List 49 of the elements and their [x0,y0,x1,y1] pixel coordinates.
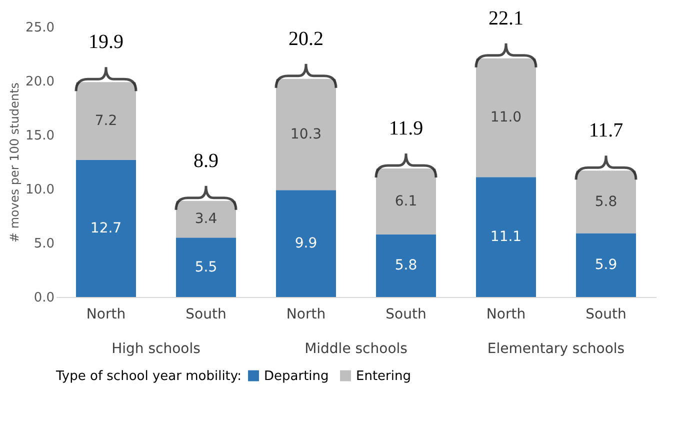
bar [176,238,236,297]
y-tick-label: 10.0 [26,182,54,198]
total-label: 11.7 [588,120,624,142]
y-tick-label: 25.0 [26,20,54,36]
x-tick-label: North [486,306,526,322]
bar [276,78,336,190]
bar [476,177,536,297]
legend-title: Type of school year mobility: [55,369,242,384]
bar [76,82,136,160]
bar [476,58,536,178]
x-tick-label: North [86,306,126,322]
y-tick-label: 0.0 [34,290,54,306]
data-label: 5.9 [594,257,618,274]
text: High schools [112,341,200,357]
legend-label: Entering [356,368,411,384]
text: Elementary schools [487,341,625,357]
total-label: 20.2 [288,28,324,50]
x-tick-label: South [586,306,626,322]
total-label: 19.9 [88,31,124,54]
x-tick-label: South [186,306,226,322]
bar [376,234,436,297]
total-label: 8.9 [194,150,218,172]
data-label: 3.4 [194,211,218,228]
y-tick-label: 5.0 [34,236,54,252]
text: Middle schools [304,341,408,357]
data-label: 12.7 [90,220,122,236]
x-tick-label: South [386,306,426,322]
bar [76,160,136,297]
bar [376,168,436,234]
data-label: 11.1 [490,229,522,246]
y-tick-label: 20.0 [26,74,54,90]
bar [276,190,336,297]
data-label: 9.9 [294,236,318,252]
data-label: 11.0 [490,110,522,126]
bar [176,200,236,238]
x-tick-label: North [286,306,326,322]
data-label: 6.1 [394,193,418,210]
data-label: 7.2 [94,112,118,129]
data-label: 5.8 [594,194,618,210]
bar [576,170,636,234]
bar [576,233,636,297]
data-label: 5.5 [194,259,218,276]
data-label: 10.3 [290,126,322,142]
legend-label: Departing [264,368,329,384]
total-label: 22.1 [488,7,524,30]
y-axis-title: # moves per 100 students [8,82,22,243]
total-label: 11.9 [388,117,424,140]
y-tick-label: 15.0 [26,128,54,144]
data-label: 5.8 [394,258,418,274]
